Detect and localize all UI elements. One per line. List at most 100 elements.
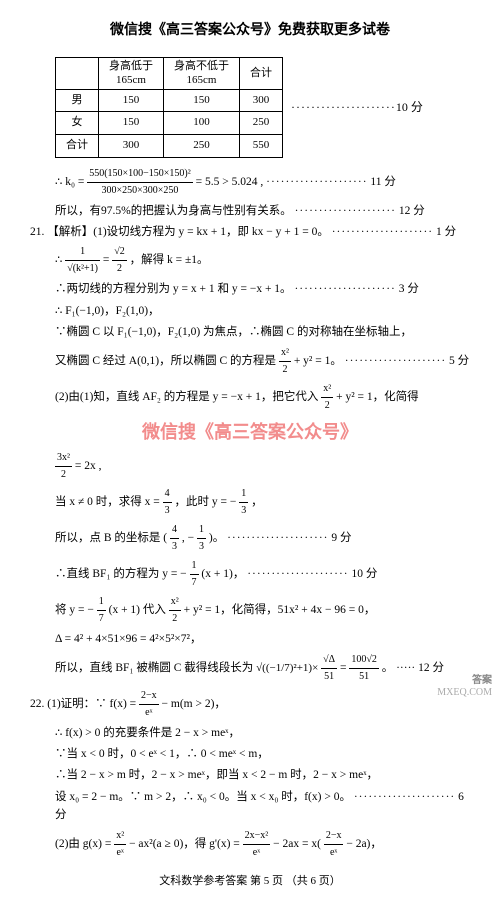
den: 2 <box>169 611 181 627</box>
den: 51 <box>321 669 337 685</box>
txt: − 2ax = x( <box>273 838 321 850</box>
den: 51 <box>349 669 379 685</box>
watermark: 微信搜《高三答案公众号》 <box>30 418 470 447</box>
bf1-line: ∴直线 BF₁ 的方程为 y = − 17 (x + 1)， 10 分 <box>55 558 470 591</box>
frac: x² 2 <box>321 381 333 414</box>
dots <box>247 568 348 580</box>
dots <box>295 205 396 217</box>
score: 12 分 <box>399 205 425 217</box>
cell: 300 <box>99 134 164 157</box>
num: x² <box>279 345 291 362</box>
txt: 所以，有97.5%的把握认为身高与性别有关系。 <box>55 205 292 217</box>
q21-line7: (2)由(1)知，直线 AF₂ 的方程是 y = −x + 1，把它代入 x² … <box>55 381 470 414</box>
cell: 150 <box>99 112 164 135</box>
contingency-table: 身高低于165cm 身高不低于165cm 合计 男 150 150 300 女 … <box>55 57 283 157</box>
den: eˣ <box>243 845 271 861</box>
frac: 13 <box>239 486 248 519</box>
num: 4 <box>163 486 172 503</box>
score: 10 分 <box>352 568 378 580</box>
q21-line4: ∴ F₁(−1,0)，F₂(1,0)， <box>55 302 470 320</box>
frac: 17 <box>97 594 106 627</box>
txt: 22. (1)证明：∵ f(x) = <box>30 698 136 710</box>
txt: ∴两切线的方程分别为 y = x + 1 和 y = −x + 1。 <box>55 283 292 295</box>
corner-l1: 答案 <box>437 675 492 687</box>
txt: 。 ····· <box>382 662 416 674</box>
num: 550(150×100−150×150)² <box>87 166 193 183</box>
q22-line5: 设 x₀ = 2 − m。∵ m > 2，∴ x₀ < 0。当 x < x₀ 时… <box>55 788 470 825</box>
sub-line: 将 y = − 17 (x + 1) 代入 x²2 + y² = 1，化简得，5… <box>55 594 470 627</box>
txt: 21. 【解析】(1)设切线方程为 y = kx + 1，即 kx − y + … <box>30 226 329 238</box>
num: √2 <box>112 244 127 261</box>
txt: + y² = 1。 <box>294 355 342 367</box>
cell: 250 <box>240 112 283 135</box>
den: eˣ <box>324 845 344 861</box>
q21-line5: ∵椭圆 C 以 F₁(−1,0)，F₂(1,0) 为焦点，∴椭圆 C 的对称轴在… <box>55 323 470 341</box>
den: 3 <box>197 539 206 555</box>
q21-line3: ∴两切线的方程分别为 y = x + 1 和 y = −x + 1。 3 分 <box>55 280 470 298</box>
cell: 女 <box>56 112 99 135</box>
den: √(k²+1) <box>65 261 100 277</box>
k0-formula: ∴ k₀ = 550(150×100−150×150)² 300×250×300… <box>55 166 470 199</box>
den: 7 <box>97 611 106 627</box>
delta: Δ = 4² + 4×51×96 = 4²×5²×7²， <box>55 630 470 648</box>
eq-3x2: 3x² 2 = 2x , <box>55 450 470 483</box>
q21-frac: ∴ 1 √(k²+1) = √2 2 ，解得 k = ±1。 <box>55 244 470 277</box>
txt: − ax²(a ≥ 0)，得 g'(x) = <box>129 838 240 850</box>
den: 2 <box>321 398 333 414</box>
page-footer: 文科数学参考答案 第 5 页 （共 6 页） <box>30 873 470 891</box>
num: x² <box>114 828 126 845</box>
txt: 将 y = − <box>55 604 94 616</box>
cell: 550 <box>240 134 283 157</box>
den: eˣ <box>139 705 159 721</box>
cell: 300 <box>240 89 283 112</box>
txt: − m(m > 2)， <box>162 698 226 710</box>
txt: )。 <box>209 532 224 544</box>
frac: 2−xeˣ <box>324 828 344 861</box>
corner-l2: MXEQ.COM <box>437 687 492 699</box>
frac: x² 2 <box>279 345 291 378</box>
txt: ，此时 y = − <box>175 496 237 508</box>
conclusion: 所以，有97.5%的把握认为身高与性别有关系。 12 分 <box>55 202 470 220</box>
q22-line6: (2)由 g(x) = x²eˣ − ax²(a ≥ 0)，得 g'(x) = … <box>55 828 470 861</box>
score: 11 分 <box>370 176 395 188</box>
score: 3 分 <box>399 283 419 295</box>
num: 3x² <box>55 450 72 467</box>
page-header: 微信搜《高三答案公众号》免费获取更多试卷 <box>30 20 470 42</box>
cell: 100 <box>164 112 240 135</box>
dots <box>294 283 395 295</box>
frac: x²2 <box>169 594 181 627</box>
q22-line4: ∴当 2 − x > m 时，2 − x > meˣ，即当 x < 2 − m … <box>55 766 470 784</box>
th-above: 身高不低于165cm <box>164 58 240 89</box>
b-point: 所以，点 B 的坐标是 ( 43 , − 13 )。 9 分 <box>55 522 470 555</box>
frac: 43 <box>163 486 172 519</box>
q22-line1: 22. (1)证明：∵ f(x) = 2−xeˣ − m(m > 2)， <box>30 688 470 721</box>
frac: 13 <box>197 522 206 555</box>
frac: 100√251 <box>349 652 379 685</box>
num: 1 <box>65 244 100 261</box>
frac: 2−xeˣ <box>139 688 159 721</box>
num: 2−x <box>139 688 159 705</box>
txt: + y² = 1，化简得 <box>336 391 419 403</box>
txt: 当 x ≠ 0 时，求得 x = <box>55 496 160 508</box>
frac: 1 √(k²+1) <box>65 244 100 277</box>
x-line: 当 x ≠ 0 时，求得 x = 43 ，此时 y = − 13 ， <box>55 486 470 519</box>
cell: 合计 <box>56 134 99 157</box>
frac: √Δ51 <box>321 652 337 685</box>
q21-line1: 21. 【解析】(1)设切线方程为 y = kx + 1，即 kx − y + … <box>30 223 470 241</box>
cell: 150 <box>99 89 164 112</box>
sqrt-expr: √((−1/7)²+1)× <box>256 662 318 674</box>
dots <box>227 532 328 544</box>
den: eˣ <box>114 845 126 861</box>
cell: 150 <box>164 89 240 112</box>
num: 1 <box>197 522 206 539</box>
num: 100√2 <box>349 652 379 669</box>
txt: ∴直线 BF₁ 的方程为 y = − <box>55 568 187 580</box>
txt: 设 x₀ = 2 − m。∵ m > 2，∴ x₀ < 0。当 x < x₀ 时… <box>55 791 351 803</box>
txt: (2)由 g(x) = <box>55 838 111 850</box>
dots <box>354 791 455 803</box>
frac: 43 <box>170 522 179 555</box>
den: 2 <box>55 467 72 483</box>
txt: = 2x , <box>75 460 102 472</box>
den: 3 <box>163 503 172 519</box>
cell: 250 <box>164 134 240 157</box>
